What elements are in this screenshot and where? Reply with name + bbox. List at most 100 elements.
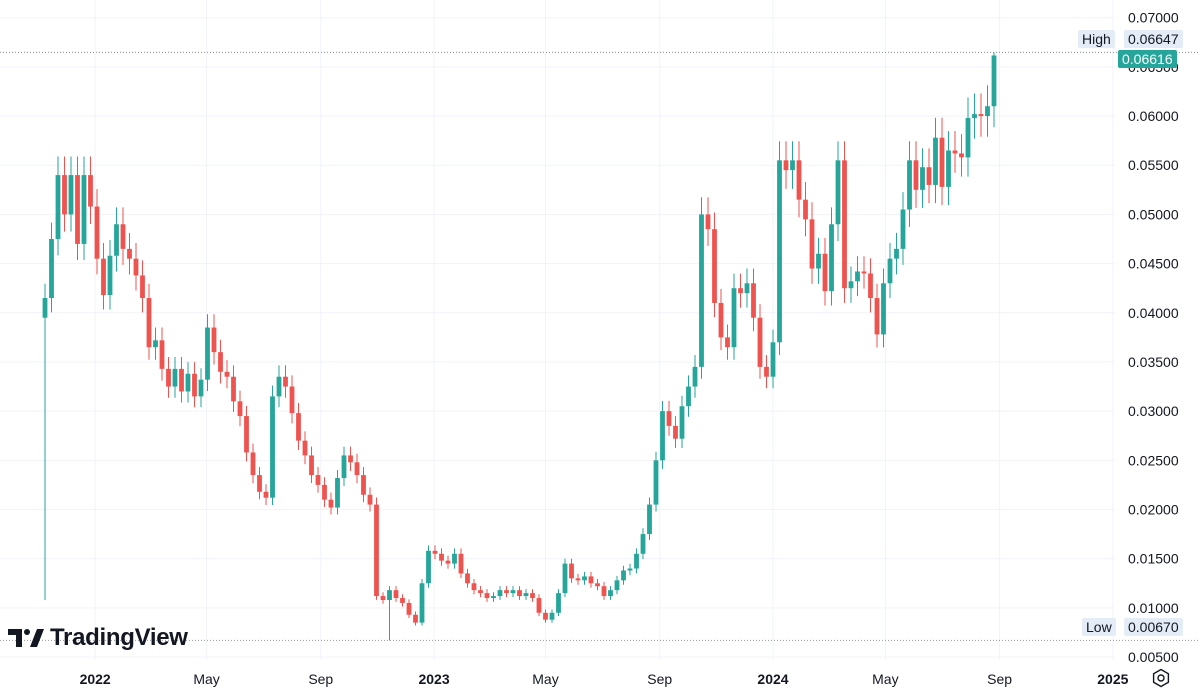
candle[interactable]	[972, 93, 977, 139]
candle[interactable]	[81, 156, 87, 261]
candle[interactable]	[686, 375, 691, 417]
candle[interactable]	[634, 548, 639, 574]
candle[interactable]	[257, 466, 262, 500]
candle[interactable]	[354, 453, 360, 484]
candle[interactable]	[133, 243, 139, 291]
candle[interactable]	[744, 268, 750, 308]
candle[interactable]	[666, 400, 672, 436]
candle[interactable]	[848, 266, 854, 303]
candle[interactable]	[751, 268, 756, 332]
candle[interactable]	[731, 273, 737, 360]
candle[interactable]	[816, 237, 821, 284]
candle[interactable]	[640, 528, 646, 560]
time-axis[interactable]: 2022 May Sep 2023 May Sep 2024 May Sep 2025	[80, 671, 1129, 687]
candle[interactable]	[296, 402, 301, 450]
candle[interactable]	[127, 232, 132, 275]
candle[interactable]	[166, 357, 171, 398]
candle[interactable]	[101, 243, 106, 310]
candle[interactable]	[205, 314, 210, 392]
candle[interactable]	[406, 599, 412, 618]
candle[interactable]	[907, 141, 912, 227]
candle[interactable]	[458, 548, 464, 579]
candle[interactable]	[842, 141, 847, 303]
candle[interactable]	[445, 555, 451, 569]
candle[interactable]	[809, 202, 815, 284]
candle[interactable]	[757, 304, 763, 379]
candle[interactable]	[959, 134, 964, 177]
candle[interactable]	[536, 594, 542, 617]
candle[interactable]	[88, 156, 93, 225]
candle[interactable]	[523, 589, 529, 600]
candle[interactable]	[653, 451, 659, 512]
candle[interactable]	[900, 192, 906, 265]
candle[interactable]	[660, 400, 665, 469]
tradingview-brand[interactable]: TradingView	[8, 624, 188, 652]
candle[interactable]	[478, 586, 483, 598]
candle[interactable]	[497, 586, 503, 600]
candle[interactable]	[328, 492, 334, 515]
candle[interactable]	[874, 283, 880, 348]
candle[interactable]	[140, 260, 145, 313]
candle[interactable]	[569, 558, 574, 583]
candle[interactable]	[244, 405, 249, 462]
candle[interactable]	[614, 575, 620, 595]
candle[interactable]	[172, 357, 178, 398]
candle[interactable]	[484, 589, 490, 602]
candle[interactable]	[432, 545, 438, 560]
candle[interactable]	[309, 446, 314, 484]
candle[interactable]	[387, 586, 392, 641]
candle[interactable]	[452, 548, 457, 569]
candle[interactable]	[692, 355, 698, 398]
candle[interactable]	[419, 578, 425, 626]
candle[interactable]	[185, 362, 191, 403]
candle[interactable]	[549, 609, 555, 623]
candle[interactable]	[146, 283, 152, 360]
candle[interactable]	[965, 97, 971, 177]
candle[interactable]	[218, 339, 223, 384]
candle[interactable]	[270, 385, 275, 506]
candle[interactable]	[855, 256, 860, 297]
candle[interactable]	[322, 477, 327, 507]
candle[interactable]	[374, 497, 379, 600]
candle[interactable]	[952, 131, 958, 173]
candle[interactable]	[250, 443, 256, 484]
candle[interactable]	[504, 586, 509, 598]
candles[interactable]	[42, 52, 997, 641]
candle[interactable]	[62, 156, 67, 232]
candle[interactable]	[55, 156, 61, 256]
candle[interactable]	[926, 148, 932, 204]
candle[interactable]	[868, 258, 873, 313]
candle[interactable]	[575, 573, 581, 585]
candle[interactable]	[224, 360, 230, 389]
candle[interactable]	[263, 484, 269, 506]
candle[interactable]	[302, 431, 308, 465]
candle[interactable]	[283, 365, 288, 398]
candle[interactable]	[621, 565, 626, 585]
price-axis[interactable]: 0.070000.065000.060000.055000.050000.045…	[1128, 10, 1179, 665]
candle[interactable]	[361, 466, 366, 503]
candle[interactable]	[439, 548, 444, 566]
candle[interactable]	[192, 362, 197, 408]
candle[interactable]	[341, 446, 347, 487]
candle[interactable]	[946, 131, 951, 206]
candle[interactable]	[107, 239, 113, 310]
candle[interactable]	[335, 470, 340, 515]
candle[interactable]	[237, 390, 243, 427]
candle[interactable]	[790, 141, 795, 189]
candle[interactable]	[933, 117, 938, 204]
candle[interactable]	[426, 545, 431, 588]
candle[interactable]	[829, 207, 834, 306]
candle[interactable]	[588, 571, 594, 588]
candle[interactable]	[881, 268, 886, 348]
candle[interactable]	[991, 52, 997, 128]
candle[interactable]	[471, 578, 477, 595]
candle[interactable]	[595, 578, 600, 591]
candle[interactable]	[673, 416, 678, 449]
candle[interactable]	[380, 592, 386, 604]
candle[interactable]	[114, 207, 119, 272]
candle[interactable]	[543, 609, 548, 623]
candle[interactable]	[413, 611, 418, 626]
candle[interactable]	[400, 594, 405, 607]
